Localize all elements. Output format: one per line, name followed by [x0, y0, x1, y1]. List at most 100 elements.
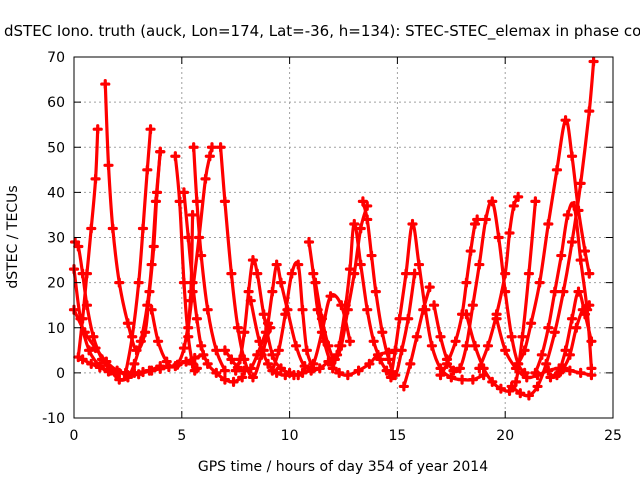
data-point-marker: [228, 376, 239, 387]
y-tick-label: 50: [47, 140, 65, 156]
data-point-marker: [303, 236, 315, 248]
data-point-marker: [575, 178, 586, 189]
data-point-marker: [543, 365, 554, 376]
data-point-marker: [94, 362, 105, 373]
data-point-marker: [541, 358, 552, 369]
data-point-marker: [191, 313, 202, 324]
data-point-marker: [426, 340, 437, 351]
data-point-marker: [146, 365, 157, 376]
data-point-marker: [506, 381, 517, 392]
data-point-marker: [219, 345, 231, 356]
x-tick-label: 5: [177, 428, 186, 444]
data-point-marker: [178, 277, 190, 288]
data-point-marker: [467, 374, 478, 385]
data-point-marker: [191, 363, 202, 374]
x-axis-label: GPS time / hours of day 354 of year 2014: [198, 459, 488, 475]
data-point-marker: [247, 372, 259, 383]
data-point-marker: [493, 232, 504, 243]
data-point-marker: [131, 345, 142, 356]
data-point-marker: [383, 354, 394, 365]
data-point-marker: [219, 196, 231, 207]
data-point-marker: [334, 367, 345, 378]
data-point-marker: [560, 115, 571, 126]
data-point-marker: [297, 304, 308, 315]
data-point-marker: [405, 358, 416, 369]
chart-title: dSTEC Iono. truth (auck, Lon=174, Lat=-3…: [4, 22, 640, 41]
series-arc17: [258, 259, 356, 372]
data-point-marker: [549, 286, 560, 297]
data-point-marker: [454, 363, 466, 374]
data-point-marker: [575, 367, 586, 378]
series-arc27: [461, 196, 541, 397]
data-point-marker: [187, 286, 198, 297]
data-point-marker: [556, 250, 567, 261]
y-axis-label: dSTEC / TECUs: [5, 185, 21, 288]
data-point-marker: [219, 374, 231, 385]
data-point-marker: [100, 78, 111, 90]
data-point-marker: [424, 282, 435, 293]
data-point-marker: [206, 142, 218, 153]
data-point-marker: [355, 223, 366, 234]
data-point-marker: [90, 173, 101, 184]
axis-ticks: [73, 56, 614, 419]
data-point-marker: [571, 322, 582, 333]
data-point-marker: [543, 218, 554, 230]
data-point-marker: [271, 259, 282, 270]
data-point-marker: [474, 363, 485, 374]
data-point-marker: [88, 331, 99, 342]
data-point-marker: [349, 218, 360, 230]
data-point-marker: [96, 354, 108, 365]
data-point-marker: [487, 196, 498, 207]
data-point-marker: [258, 309, 269, 320]
data-point-marker: [390, 345, 401, 356]
data-point-marker: [148, 241, 159, 252]
data-point-marker: [77, 354, 88, 365]
data-point-marker: [239, 365, 250, 376]
data-point-marker: [584, 106, 595, 117]
data-point-marker: [560, 345, 571, 356]
data-point-marker: [183, 322, 194, 333]
data-point-marker: [370, 286, 381, 297]
data-point-marker: [515, 388, 526, 399]
data-point-marker: [142, 164, 153, 175]
data-point-marker: [403, 313, 414, 324]
data-point-marker: [161, 356, 172, 367]
data-point-marker: [187, 209, 198, 221]
data-point-marker: [564, 365, 575, 376]
data-point-marker: [448, 365, 459, 376]
y-tick-label: 10: [47, 321, 65, 337]
data-point-marker: [252, 349, 263, 360]
data-point-marker: [191, 196, 202, 207]
series-arc34: [554, 286, 597, 378]
y-tick-label: 70: [47, 50, 65, 66]
series-arc21: [327, 218, 399, 381]
data-point-marker: [588, 56, 599, 67]
data-point-marker: [355, 259, 366, 270]
data-point-marker: [461, 277, 472, 288]
data-point-marker: [362, 214, 373, 225]
data-point-marker: [226, 268, 237, 279]
y-tick-label: -10: [42, 411, 65, 427]
data-point-marker: [293, 259, 304, 270]
data-point-marker: [435, 370, 446, 381]
data-point-marker: [551, 164, 563, 175]
data-point-marker: [114, 374, 125, 385]
data-point-marker: [86, 358, 97, 369]
data-point-marker: [122, 318, 133, 329]
data-point-marker: [554, 367, 565, 378]
data-point-marker: [258, 345, 269, 356]
series-arc10: [178, 187, 248, 387]
data-point-marker: [200, 173, 211, 184]
data-point-marker: [103, 160, 114, 171]
data-point-marker: [144, 286, 155, 297]
data-point-marker: [530, 367, 541, 378]
data-point-marker: [469, 340, 481, 351]
data-point-marker: [349, 268, 360, 279]
data-point-marker: [487, 376, 498, 387]
data-point-marker: [226, 354, 237, 365]
data-point-marker: [288, 370, 300, 381]
data-point-marker: [202, 358, 213, 369]
data-point-marker: [211, 367, 222, 378]
data-point-marker: [562, 209, 573, 221]
